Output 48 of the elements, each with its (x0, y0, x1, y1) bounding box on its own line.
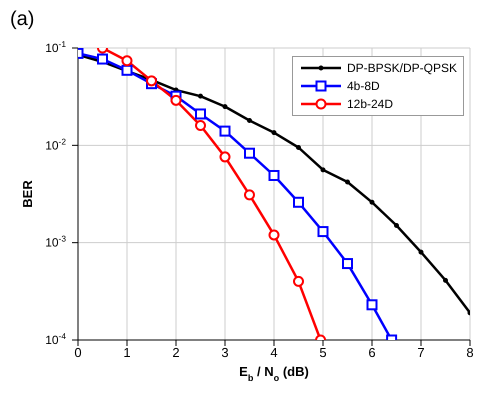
x-tick-label: 7 (417, 345, 425, 360)
x-tick-label: 6 (368, 345, 376, 360)
point (195, 120, 206, 131)
point (272, 130, 276, 136)
point (170, 94, 182, 106)
legend-label: 4b-8D (346, 79, 380, 93)
x-tick-label: 1 (123, 345, 131, 360)
point (370, 200, 374, 205)
point (146, 75, 157, 86)
y-axis-title: BER (20, 180, 35, 208)
y-tick-label: 10$^{-2}$ (45, 136, 66, 152)
y-tick-label: 10$^{-3}$ (45, 234, 66, 250)
point (268, 170, 280, 181)
x-tick-label: 5 (319, 345, 327, 360)
point (222, 104, 228, 110)
point (198, 94, 203, 99)
point (418, 250, 424, 255)
point (195, 108, 206, 120)
point (394, 223, 399, 228)
point (320, 167, 326, 172)
point (268, 229, 280, 240)
y-tick-label: 10$^{-1}$ (45, 39, 66, 55)
x-tick-label: 8 (466, 345, 474, 360)
point (293, 196, 304, 208)
point (220, 126, 230, 137)
point (345, 180, 350, 185)
point (366, 299, 378, 310)
point (97, 54, 108, 65)
point (244, 148, 255, 159)
point (247, 118, 252, 123)
point (443, 278, 448, 283)
y-tick-label: 10$^{-4}$ (45, 331, 66, 347)
x-tick-label: 4 (270, 345, 278, 360)
point (244, 189, 255, 200)
point (122, 64, 132, 76)
point (122, 55, 132, 66)
point (318, 226, 328, 238)
x-axis-title: E$_{b}$ / N$_{o}$ (dB) (239, 364, 309, 383)
chart-title: (a) (10, 8, 34, 31)
point (342, 258, 353, 270)
x-tick-label: 0 (74, 345, 82, 360)
x-tick-label: 2 (172, 345, 180, 360)
point (296, 145, 301, 150)
point (293, 276, 304, 287)
point (220, 151, 230, 162)
legend-label: DP-BPSK/DP-QPSK (346, 61, 457, 75)
x-tick-label: 3 (221, 345, 229, 360)
legend-label: 12b-24D (346, 97, 393, 111)
